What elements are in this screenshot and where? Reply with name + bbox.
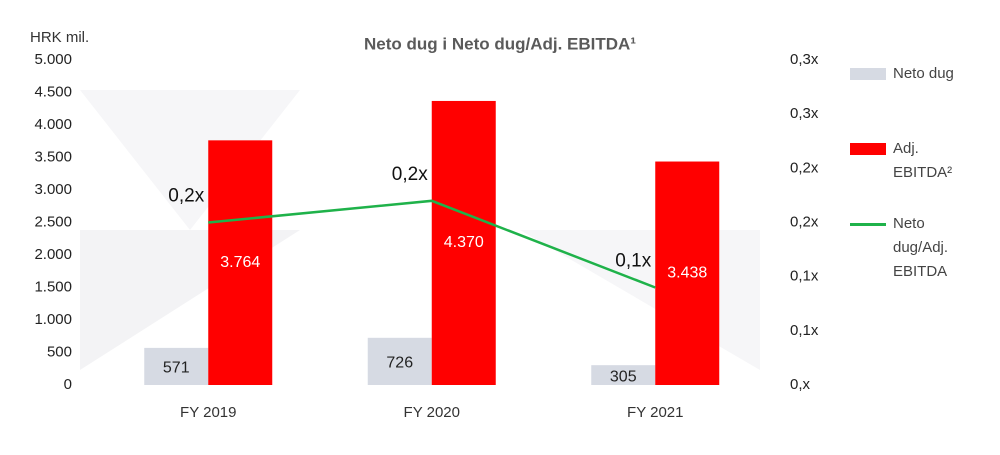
background-shape bbox=[80, 90, 300, 230]
legend-swatch bbox=[850, 143, 886, 155]
y-tick-label: 5.000 bbox=[34, 51, 72, 68]
y-tick-label: 3.000 bbox=[34, 181, 72, 198]
chart-title: Neto dug i Neto dug/Adj. EBITDA¹ bbox=[364, 34, 636, 53]
y2-tick-label: 0,2x bbox=[790, 159, 819, 176]
y-tick-label: 4.000 bbox=[34, 116, 72, 133]
y-tick-label: 500 bbox=[47, 343, 72, 360]
line-value-label: 0,2x bbox=[168, 186, 204, 207]
y2-tick-label: 0,3x bbox=[790, 51, 819, 68]
line-value-label: 0,2x bbox=[392, 164, 428, 185]
bar bbox=[431, 100, 496, 385]
y-tick-label: 4.500 bbox=[34, 83, 72, 100]
y-tick-label: 2.000 bbox=[34, 246, 72, 263]
legend-item: Neto dug bbox=[850, 62, 971, 86]
legend-item: Neto dug/Adj. EBITDA bbox=[850, 212, 971, 284]
legend-label: Neto dug bbox=[893, 65, 954, 82]
y-axis-label: HRK mil. bbox=[30, 29, 89, 46]
x-tick-label: FY 2020 bbox=[404, 404, 460, 421]
legend-swatch bbox=[850, 68, 886, 80]
legend-item: Adj. EBITDA² bbox=[850, 137, 971, 185]
x-tick-label: FY 2021 bbox=[627, 404, 683, 421]
line-value-label: 0,1x bbox=[615, 251, 651, 272]
y-tick-label: 2.500 bbox=[34, 213, 72, 230]
y-tick-label: 1.000 bbox=[34, 311, 72, 328]
bar-value-label: 3.438 bbox=[667, 264, 707, 281]
bar-value-label: 305 bbox=[610, 368, 637, 385]
y-tick-label: 0 bbox=[64, 376, 72, 393]
bar-value-label: 4.370 bbox=[444, 234, 484, 251]
line bbox=[208, 199, 656, 289]
legend-swatch bbox=[850, 223, 886, 226]
y-tick-label: 1.500 bbox=[34, 278, 72, 295]
y2-tick-label: 0,2x bbox=[790, 213, 819, 230]
bar bbox=[144, 347, 209, 385]
bar bbox=[655, 161, 720, 385]
bar-value-label: 571 bbox=[163, 360, 190, 377]
legend-label: Neto dug/Adj. EBITDA bbox=[893, 215, 949, 280]
bar-value-label: 3.764 bbox=[220, 254, 260, 271]
y2-tick-label: 0,1x bbox=[790, 268, 819, 285]
legend-label: Adj. EBITDA² bbox=[893, 140, 953, 181]
bar bbox=[367, 337, 432, 385]
x-tick-label: FY 2019 bbox=[180, 404, 236, 421]
y2-tick-label: 0,3x bbox=[790, 105, 819, 122]
bar bbox=[208, 140, 273, 385]
y2-tick-label: 0,x bbox=[790, 376, 811, 393]
y-tick-label: 3.500 bbox=[34, 148, 72, 165]
bar-value-label: 726 bbox=[386, 355, 413, 372]
y2-tick-label: 0,1x bbox=[790, 322, 819, 339]
bar bbox=[591, 365, 656, 385]
